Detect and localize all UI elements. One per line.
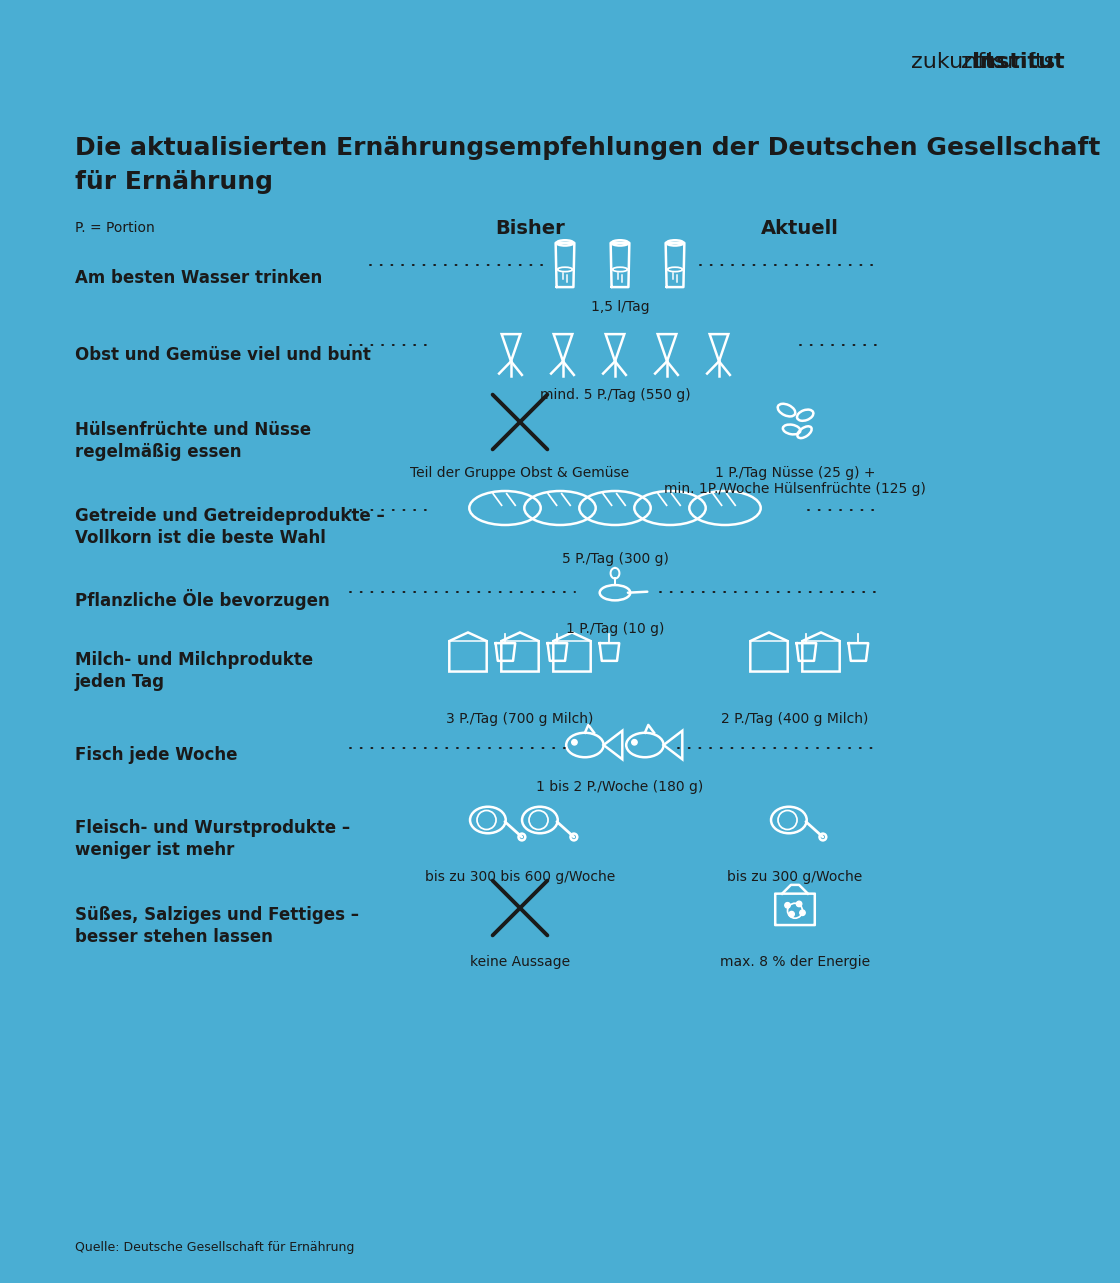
Text: 1 bis 2 P./Woche (180 g): 1 bis 2 P./Woche (180 g) bbox=[536, 780, 703, 794]
Text: Quelle: Deutsche Gesellschaft für Ernährung: Quelle: Deutsche Gesellschaft für Ernähr… bbox=[75, 1242, 354, 1255]
Text: Obst und Gemüse viel und bunt: Obst und Gemüse viel und bunt bbox=[75, 346, 371, 364]
Text: zukunfts: zukunfts bbox=[911, 53, 1005, 72]
Text: 5 P./Tag (300 g): 5 P./Tag (300 g) bbox=[561, 552, 669, 566]
Text: jeden Tag: jeden Tag bbox=[75, 674, 165, 692]
Text: mind. 5 P./Tag (550 g): mind. 5 P./Tag (550 g) bbox=[540, 387, 690, 402]
Circle shape bbox=[796, 901, 802, 907]
Text: Pflanzliche Öle bevorzugen: Pflanzliche Öle bevorzugen bbox=[75, 589, 329, 611]
Text: bis zu 300 g/Woche: bis zu 300 g/Woche bbox=[727, 870, 862, 884]
Text: 1 P./Tag Nüsse (25 g) +: 1 P./Tag Nüsse (25 g) + bbox=[715, 466, 875, 480]
Text: Am besten Wasser trinken: Am besten Wasser trinken bbox=[75, 269, 323, 287]
Text: Die aktualisierten Ernährungsempfehlungen der Deutschen Gesellschaft: Die aktualisierten Ernährungsempfehlunge… bbox=[75, 136, 1100, 160]
Text: besser stehen lassen: besser stehen lassen bbox=[75, 928, 273, 946]
Text: Süßes, Salziges und Fettiges –: Süßes, Salziges und Fettiges – bbox=[75, 906, 360, 924]
Text: min. 1P./Woche Hülsenfrüchte (125 g): min. 1P./Woche Hülsenfrüchte (125 g) bbox=[664, 482, 926, 497]
Text: regelmäßig essen: regelmäßig essen bbox=[75, 443, 242, 461]
Circle shape bbox=[800, 910, 805, 916]
Text: Getreide und Getreideprodukte –: Getreide und Getreideprodukte – bbox=[75, 507, 385, 525]
Circle shape bbox=[788, 911, 794, 917]
Text: für Ernährung: für Ernährung bbox=[75, 171, 273, 194]
Text: Bisher: Bisher bbox=[495, 218, 564, 237]
Text: 2 P./Tag (400 g Milch): 2 P./Tag (400 g Milch) bbox=[721, 712, 869, 726]
Text: P. = Portion: P. = Portion bbox=[75, 221, 155, 235]
Text: Fleisch- und Wurstprodukte –: Fleisch- und Wurstprodukte – bbox=[75, 819, 351, 837]
Text: Hülsenfrüchte und Nüsse: Hülsenfrüchte und Nüsse bbox=[75, 421, 311, 439]
Circle shape bbox=[632, 739, 637, 745]
Text: Milch- und Milchprodukte: Milch- und Milchprodukte bbox=[75, 650, 314, 668]
Text: Institut: Institut bbox=[972, 53, 1065, 72]
Text: zukunfts: zukunfts bbox=[961, 53, 1055, 72]
Text: 1,5 l/Tag: 1,5 l/Tag bbox=[590, 300, 650, 314]
Text: zukunftsInstitut: zukunftsInstitut bbox=[881, 53, 1055, 72]
Text: keine Aussage: keine Aussage bbox=[470, 955, 570, 969]
Text: 3 P./Tag (700 g Milch): 3 P./Tag (700 g Milch) bbox=[446, 712, 594, 726]
Text: Vollkorn ist die beste Wahl: Vollkorn ist die beste Wahl bbox=[75, 529, 326, 547]
Text: bis zu 300 bis 600 g/Woche: bis zu 300 bis 600 g/Woche bbox=[424, 870, 615, 884]
Text: max. 8 % der Energie: max. 8 % der Energie bbox=[720, 955, 870, 969]
Text: Aktuell: Aktuell bbox=[762, 218, 839, 237]
Text: Teil der Gruppe Obst & Gemüse: Teil der Gruppe Obst & Gemüse bbox=[410, 466, 629, 480]
Text: Fisch jede Woche: Fisch jede Woche bbox=[75, 745, 237, 763]
Text: 1 P./Tag (10 g): 1 P./Tag (10 g) bbox=[566, 622, 664, 636]
Circle shape bbox=[571, 739, 577, 745]
Text: weniger ist mehr: weniger ist mehr bbox=[75, 840, 234, 860]
Circle shape bbox=[785, 902, 791, 908]
